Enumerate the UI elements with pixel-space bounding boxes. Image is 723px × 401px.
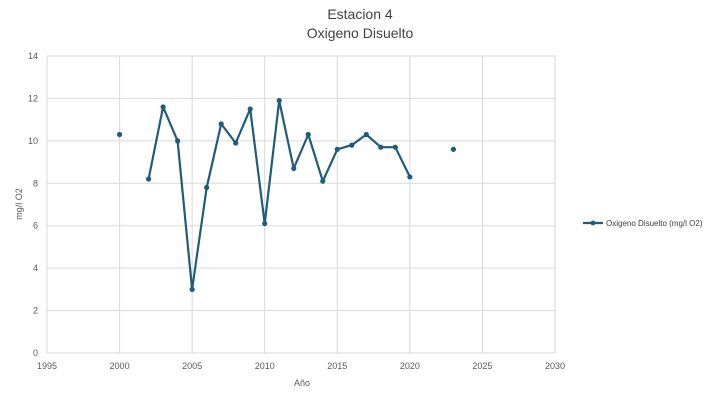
grid: [46, 55, 556, 354]
data-point: [262, 220, 268, 227]
data-point: [320, 178, 326, 184]
x-tick-label: 1995: [37, 361, 57, 371]
data-point: [450, 146, 456, 152]
x-tick-label: 2020: [400, 361, 420, 371]
data-point: [334, 146, 340, 152]
tick-labels: 0 2 4 6 8 10 12 14 1995 2000 2005 2010 2015 2020 2025 2…: [28, 51, 565, 371]
y-tick-label: 0: [33, 348, 38, 358]
data-point: [116, 131, 123, 138]
legend: Oxigeno Disuelto (mg/l O2): [583, 219, 703, 228]
data-point: [233, 140, 239, 146]
chart-title: Estacion 4: [327, 6, 393, 22]
data-point: [305, 131, 311, 138]
data-point: [247, 106, 253, 112]
data-point: [204, 184, 210, 191]
y-axis-label: mg/l O2: [14, 188, 24, 220]
x-tick-label: 2010: [255, 361, 275, 371]
data-point: [349, 142, 355, 148]
data-point: [363, 131, 369, 138]
x-axis-label: Año: [294, 378, 310, 388]
data-point: [407, 174, 413, 180]
x-tick-label: 2015: [327, 361, 347, 371]
data-point: [160, 104, 166, 110]
x-tick-label: 2005: [182, 361, 202, 371]
chart-subtitle: Oxigeno Disuelto: [307, 25, 414, 41]
series-group: [116, 97, 456, 292]
legend-label: Oxigeno Disuelto (mg/l O2): [606, 219, 703, 228]
data-point: [291, 165, 297, 172]
data-point: [392, 144, 398, 150]
y-tick-label: 2: [33, 306, 38, 316]
x-tick-label: 2000: [110, 361, 130, 371]
y-tick-label: 14: [28, 51, 38, 61]
y-tick-label: 10: [28, 136, 38, 146]
x-tick-label: 2030: [545, 361, 565, 371]
y-tick-label: 4: [33, 263, 38, 273]
x-tick-label: 2025: [472, 361, 492, 371]
data-point: [189, 286, 195, 292]
data-point: [218, 121, 224, 127]
legend-point-marker: [590, 220, 596, 226]
data-point: [146, 176, 152, 182]
y-tick-label: 6: [33, 221, 38, 231]
data-point: [276, 97, 282, 104]
y-tick-label: 8: [33, 178, 38, 188]
data-point: [175, 138, 181, 144]
data-point: [378, 144, 384, 150]
y-tick-label: 12: [28, 93, 38, 103]
series-line: [147, 99, 411, 291]
